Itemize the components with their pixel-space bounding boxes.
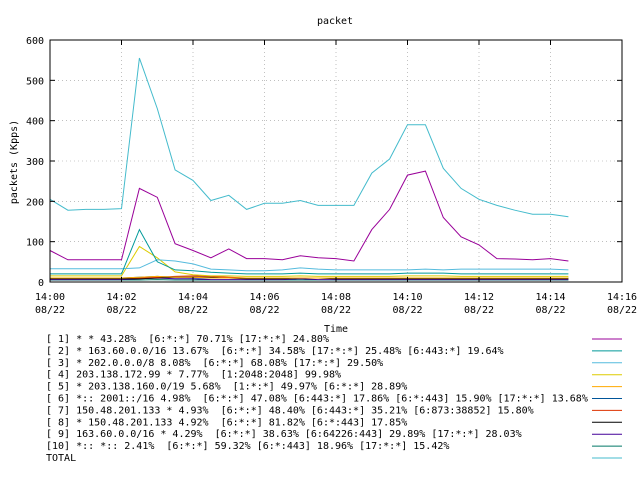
y-tick-label: 500: [26, 76, 44, 87]
x-tick-label-time: 14:00: [35, 292, 65, 303]
y-tick-label: 600: [26, 36, 44, 47]
legend-label-11: TOTAL: [46, 453, 76, 464]
legend-label-8: [ 8] * 150.48.201.133 4.92% [6:*:*] 81.8…: [46, 417, 407, 428]
x-tick-label-time: 14:06: [249, 292, 279, 303]
x-axis-label: Time: [324, 324, 348, 335]
series-line-3: [50, 259, 569, 272]
legend-label-9: [ 9] 163.60.0.0/16 * 4.29% [6:*:*] 38.63…: [46, 429, 522, 440]
series-line-2: [50, 228, 569, 275]
chart-title: packet: [317, 16, 353, 27]
y-tick-label: 100: [26, 238, 44, 249]
x-tick-label-time: 14:02: [106, 292, 136, 303]
legend: [ 1] * * 43.28% [6:*:*] 70.71% [17:*:*] …: [46, 334, 622, 464]
y-tick-label: 0: [38, 278, 44, 289]
plot-grid: [50, 40, 622, 282]
x-tick-label-date: 08/22: [106, 305, 136, 316]
legend-label-4: [ 4] 203.138.172.99 * 7.77% [1:2048:2048…: [46, 370, 341, 381]
x-tick-label-date: 08/22: [535, 305, 565, 316]
legend-label-6: [ 6] *:: 2001::/16 4.98% [6:*:*] 47.08% …: [46, 394, 588, 405]
x-tick-label-date: 08/22: [464, 305, 494, 316]
series-line-1: [49, 170, 569, 262]
x-tick-label-date: 08/22: [392, 305, 422, 316]
x-tick-label-time: 14:16: [607, 292, 637, 303]
legend-label-5: [ 5] * 203.138.160.0/19 5.68% [1:*:*] 49…: [46, 382, 407, 393]
y-axis-label: packets (Kpps): [9, 120, 20, 204]
x-tick-label-time: 14:04: [178, 292, 208, 303]
series-line-5: [50, 275, 569, 279]
legend-label-2: [ 2] * 163.60.0.0/16 13.67% [6:*:*] 34.5…: [46, 346, 504, 357]
y-tick-label: 200: [26, 197, 44, 208]
y-ticks: 0 100 200 300 400 500 600: [26, 36, 622, 289]
x-ticks: 14:00 08/22 14:02 08/22 14:04 08/22 14:06 08/22…: [35, 40, 637, 316]
legend-label-3: [ 3] * 202.0.0.0/8 8.08% [6:*:*] 68.08% …: [46, 358, 383, 369]
x-tick-label-time: 14:14: [535, 292, 565, 303]
series-line-11: [49, 57, 569, 218]
x-tick-label-time: 14:08: [321, 292, 351, 303]
y-tick-label: 300: [26, 157, 44, 168]
legend-label-10: [10] *:: *:: 2.41% [6:*:*] 59.32% [6:*:4…: [46, 441, 449, 452]
legend-label-1: [ 1] * * 43.28% [6:*:*] 70.71% [17:*:*] …: [46, 334, 329, 345]
y-tick-label: 400: [26, 117, 44, 128]
x-tick-label-date: 08/22: [249, 305, 279, 316]
x-tick-label-time: 14:12: [464, 292, 494, 303]
x-tick-label-date: 08/22: [607, 305, 637, 316]
x-tick-label-date: 08/22: [178, 305, 208, 316]
x-tick-label-date: 08/22: [35, 305, 65, 316]
x-tick-label-time: 14:10: [392, 292, 422, 303]
series-line-4: [50, 245, 569, 277]
series-lines: [49, 57, 569, 281]
legend-label-7: [ 7] 150.48.201.133 * 4.93% [6:*:*] 48.4…: [46, 405, 534, 416]
x-tick-label-date: 08/22: [321, 305, 351, 316]
